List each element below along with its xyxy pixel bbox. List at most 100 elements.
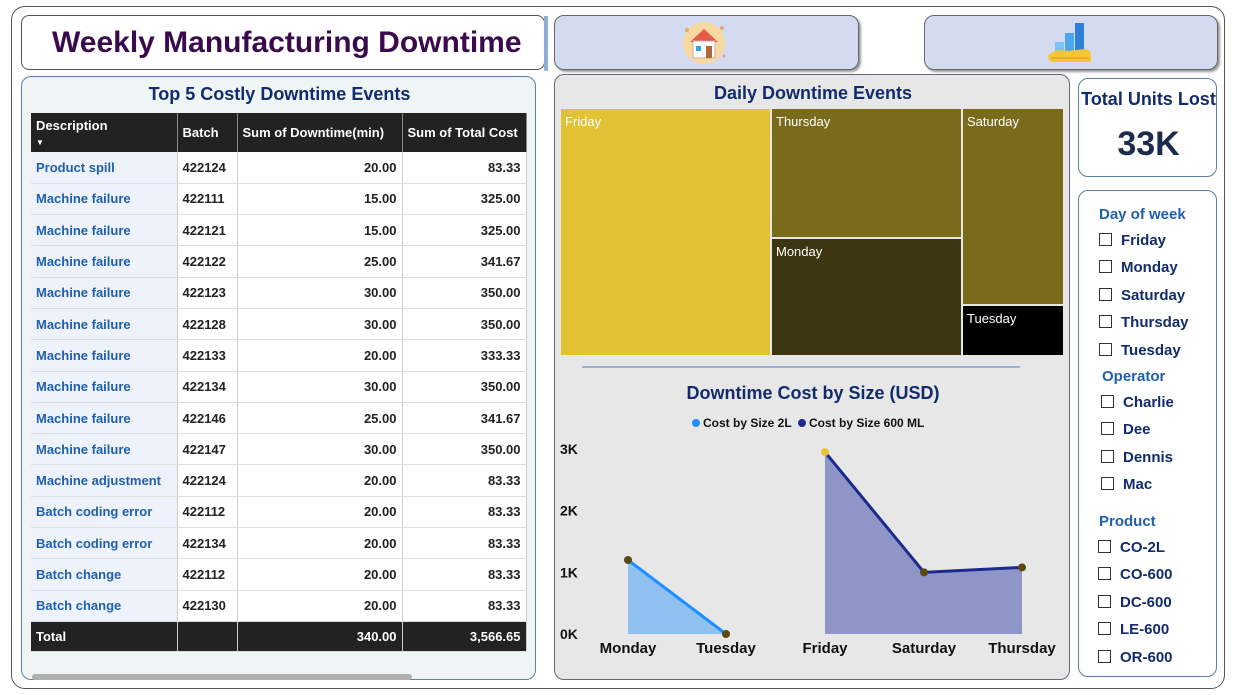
- checkbox[interactable]: [1099, 343, 1112, 356]
- legend-label: Cost by Size 2L: [703, 416, 792, 430]
- checkbox[interactable]: [1098, 595, 1111, 608]
- slicer-product-co-600[interactable]: CO-600: [1098, 566, 1173, 583]
- cell-cost: 83.33: [402, 496, 527, 529]
- treemap-tile-tuesday[interactable]: Tuesday: [963, 306, 1063, 355]
- title-box: Weekly Manufacturing Downtime: [21, 15, 548, 71]
- table-row[interactable]: Machine failure 422128 30.00 350.00: [31, 308, 527, 341]
- checkbox[interactable]: [1101, 422, 1114, 435]
- slicer-operator-mac[interactable]: Mac: [1101, 476, 1152, 493]
- table-row[interactable]: Machine failure 422147 30.00 350.00: [31, 433, 527, 466]
- home-button[interactable]: [554, 15, 859, 70]
- cell-downtime: 20.00: [237, 590, 403, 622]
- table-row[interactable]: Machine failure 422121 15.00 325.00: [31, 214, 527, 247]
- legend-item-600ml[interactable]: Cost by Size 600 ML: [798, 416, 924, 430]
- cell-description: Machine failure: [31, 183, 178, 216]
- slicer-product-le-600[interactable]: LE-600: [1098, 621, 1169, 638]
- downtime-table: Description ▼ Batch Sum of Downtime(min)…: [31, 113, 527, 652]
- data-point[interactable]: [920, 568, 928, 577]
- cell-batch: 422112: [177, 558, 238, 591]
- table-row[interactable]: Batch coding error 422134 20.00 83.33: [31, 527, 527, 560]
- report-button[interactable]: [924, 15, 1218, 70]
- table-row[interactable]: Machine failure 422146 25.00 341.67: [31, 402, 527, 435]
- slicer-operator-charlie[interactable]: Charlie: [1101, 394, 1174, 411]
- kpi-card: Total Units Lost 33K: [1078, 78, 1217, 177]
- slicer-product-or-600[interactable]: OR-600: [1098, 649, 1173, 666]
- data-point[interactable]: [722, 630, 730, 638]
- data-point[interactable]: [1018, 563, 1026, 572]
- column-header-cost[interactable]: Sum of Total Cost: [402, 113, 527, 152]
- treemap-tile-friday[interactable]: Friday: [561, 109, 770, 355]
- cell-downtime: 25.00: [237, 245, 403, 278]
- table-row[interactable]: Machine failure 422123 30.00 350.00: [31, 277, 527, 309]
- cell-description: Batch coding error: [31, 527, 178, 560]
- table-row[interactable]: Batch change 422130 20.00 83.33: [31, 590, 527, 622]
- legend-dot: [798, 419, 806, 427]
- cell-batch: 422146: [177, 402, 238, 435]
- checkbox[interactable]: [1099, 260, 1112, 273]
- line-series-0: [627, 558, 727, 636]
- table-row[interactable]: Machine failure 422122 25.00 341.67: [31, 245, 527, 278]
- checkbox[interactable]: [1099, 288, 1112, 301]
- table-row[interactable]: Product spill 422124 20.00 83.33: [31, 152, 527, 184]
- slicer-day-friday[interactable]: Friday: [1099, 232, 1166, 249]
- cell-description: Machine failure: [31, 402, 178, 435]
- treemap-tile-thursday[interactable]: Thursday: [772, 109, 961, 237]
- checkbox[interactable]: [1098, 540, 1111, 553]
- checkbox[interactable]: [1099, 233, 1112, 246]
- cell-downtime: 20.00: [237, 152, 403, 184]
- cell-description: Batch coding error: [31, 496, 178, 529]
- checkbox[interactable]: [1098, 650, 1111, 663]
- checkbox[interactable]: [1099, 315, 1112, 328]
- slicer-day-thursday[interactable]: Thursday: [1099, 314, 1189, 331]
- slicer-label: Dee: [1123, 421, 1151, 438]
- table-row[interactable]: Machine failure 422111 15.00 325.00: [31, 183, 527, 216]
- slicer-day-monday[interactable]: Monday: [1099, 259, 1178, 276]
- slicer-operator-dee[interactable]: Dee: [1101, 421, 1151, 438]
- table-row[interactable]: Machine failure 422133 20.00 333.33: [31, 339, 527, 372]
- cell-description: Machine failure: [31, 433, 178, 466]
- cell-description: Machine failure: [31, 245, 178, 278]
- cell-batch: 422133: [177, 339, 238, 372]
- slicer-day-saturday[interactable]: Saturday: [1099, 287, 1185, 304]
- slicer-product-co-2l[interactable]: CO-2L: [1098, 539, 1165, 556]
- column-header-batch[interactable]: Batch: [177, 113, 238, 152]
- checkbox[interactable]: [1101, 450, 1114, 463]
- cell-downtime: 25.00: [237, 402, 403, 435]
- slicer-label: Mac: [1123, 476, 1153, 493]
- home-icon: [683, 22, 726, 64]
- cell-batch: 422121: [177, 214, 238, 247]
- cell-batch: 422123: [177, 277, 238, 309]
- cell-downtime: 15.00: [237, 214, 403, 247]
- legend-item-2l[interactable]: Cost by Size 2L: [692, 416, 792, 430]
- data-point[interactable]: [624, 556, 632, 564]
- cell-cost: 83.33: [402, 590, 527, 622]
- slicer-operator-dennis[interactable]: Dennis: [1101, 449, 1173, 466]
- cell-description: Batch change: [31, 558, 178, 591]
- treemap-tile-monday[interactable]: Monday: [772, 239, 961, 355]
- table-row[interactable]: Machine adjustment 422124 20.00 83.33: [31, 464, 527, 497]
- slicer-label: Saturday: [1121, 287, 1186, 304]
- slicer-product-dc-600[interactable]: DC-600: [1098, 594, 1172, 611]
- legend-label: Cost by Size 600 ML: [809, 416, 925, 430]
- checkbox[interactable]: [1101, 395, 1114, 408]
- tile-label: Tuesday: [967, 311, 1017, 326]
- column-header-downtime[interactable]: Sum of Downtime(min): [237, 113, 403, 152]
- data-point[interactable]: [821, 448, 829, 457]
- y-tick-label: 3K: [560, 441, 578, 457]
- slicer-day-tuesday[interactable]: Tuesday: [1099, 342, 1181, 359]
- checkbox[interactable]: [1101, 477, 1114, 490]
- table-horizontal-scrollbar[interactable]: [32, 674, 412, 680]
- cell-batch: 422130: [177, 590, 238, 622]
- column-header-description[interactable]: Description ▼: [31, 113, 178, 152]
- table-row[interactable]: Batch change 422112 20.00 83.33: [31, 558, 527, 591]
- cell-batch: 422111: [177, 183, 238, 216]
- cell-description: Machine adjustment: [31, 464, 178, 497]
- slicer-label: CO-600: [1120, 566, 1173, 583]
- table-row[interactable]: Batch coding error 422112 20.00 83.33: [31, 496, 527, 529]
- cell-cost: 83.33: [402, 558, 527, 591]
- total-label: Total: [31, 621, 178, 652]
- table-row[interactable]: Machine failure 422134 30.00 350.00: [31, 371, 527, 403]
- checkbox[interactable]: [1098, 622, 1111, 635]
- treemap-tile-saturday[interactable]: Saturday: [963, 109, 1063, 304]
- checkbox[interactable]: [1098, 567, 1111, 580]
